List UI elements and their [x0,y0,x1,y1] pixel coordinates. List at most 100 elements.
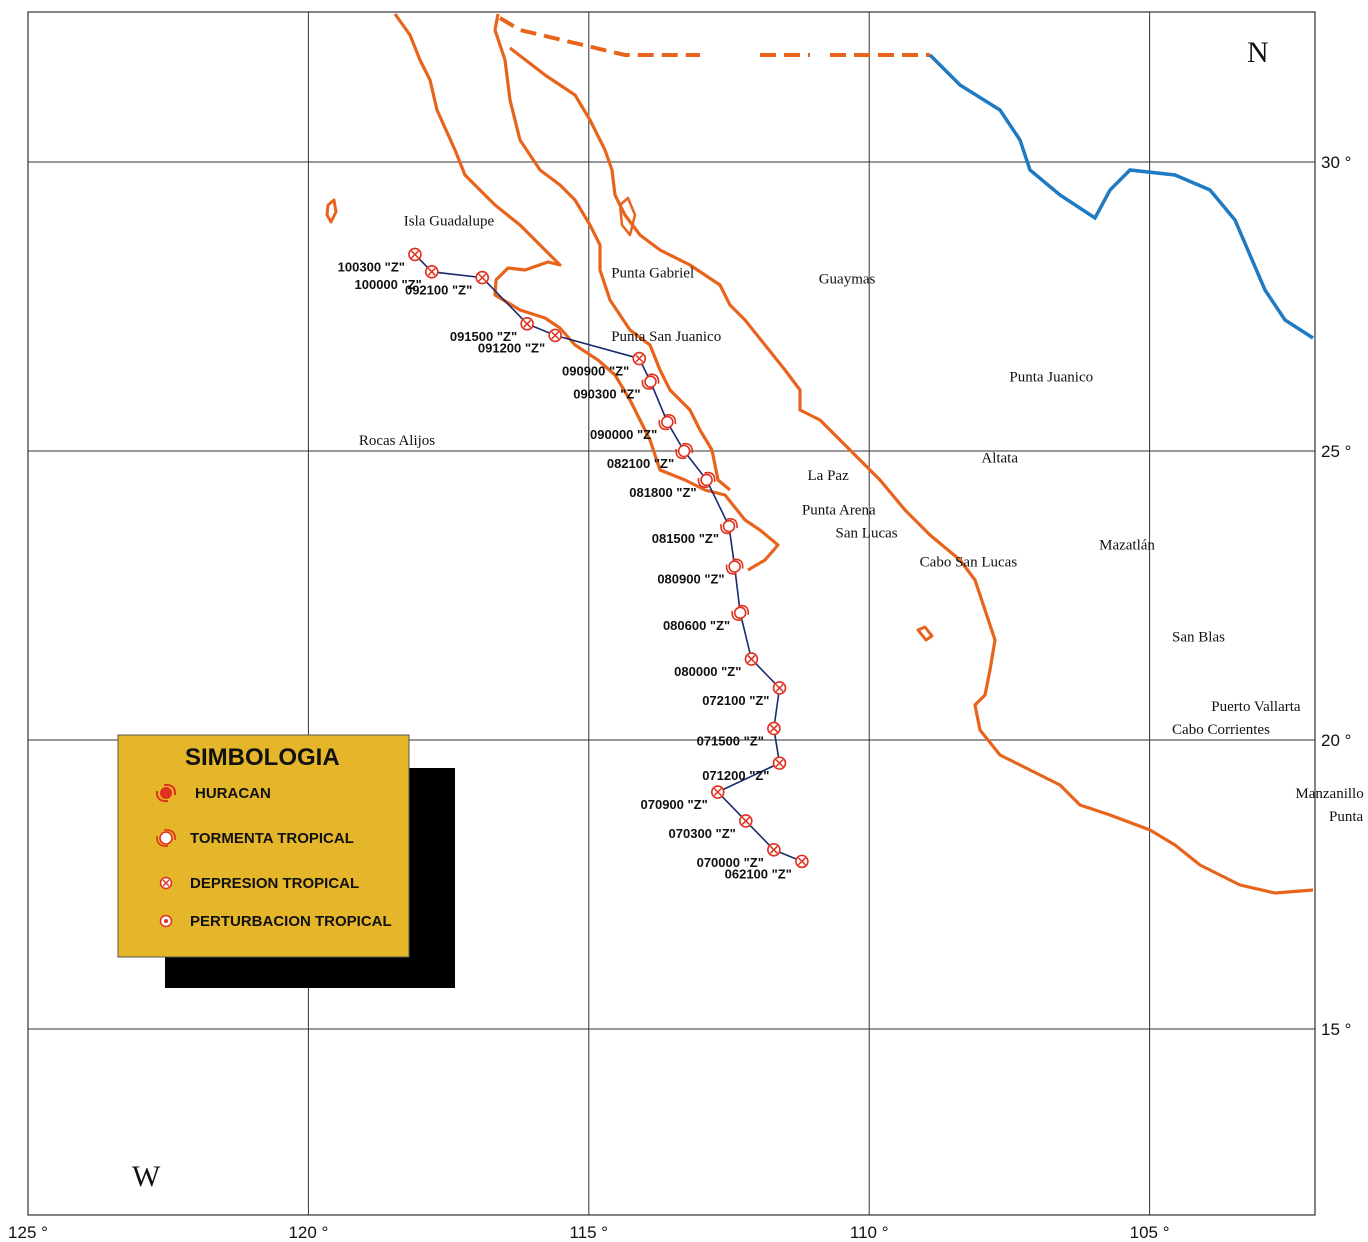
place-label: Cabo San Lucas [920,555,1018,571]
track-time-label: 100000 "Z" [355,277,422,292]
longitude-tick-label: 125 ° [8,1223,48,1242]
track-time-label: 071200 "Z" [702,768,769,783]
track-time-label: 070900 "Z" [641,797,708,812]
place-label: La Paz [808,468,850,484]
pacific-coast-baja [393,13,780,572]
longitude-tick-label: 120 ° [288,1223,328,1242]
us-mexico-border [928,53,1314,340]
isla-guadalupe-shape [325,198,338,224]
track-time-label: 091500 "Z" [450,329,517,344]
cross-mark [775,759,784,768]
latitude-tick-label: 15 ° [1321,1020,1351,1039]
place-label: San Lucas [836,526,898,542]
legend: SIMBOLOGIA HURACAN TORMENTA TROPICAL DEPRE… [117,734,455,988]
tropical-storm-icon [677,444,691,458]
small-island [916,625,934,642]
map-frame [27,11,1316,1216]
cross-mark [410,250,419,259]
place-label: Punta San Juanico [611,329,721,345]
track-time-label: 071500 "Z" [697,733,764,748]
place-label: Altata [981,451,1018,467]
cross-mark [797,857,806,866]
disturbance-dot [164,919,168,923]
latitude-tick-label: 20 ° [1321,731,1351,750]
place-label: Punta Juanico [1009,370,1093,386]
cross-mark [769,724,778,733]
tropical-storm-icon [733,606,747,620]
track-time-label: 080900 "Z" [657,572,724,587]
map-grid [27,11,1316,1216]
cross-mark [478,273,487,282]
track-time-label: 090000 "Z" [590,427,657,442]
place-label: Rocas Alijos [359,433,435,449]
cross-mark [741,816,750,825]
north-label: N [1247,36,1269,69]
tropical-storm-icon [661,415,674,429]
longitude-tick-label: 110 ° [850,1223,889,1242]
storm-arm [725,558,744,575]
longitude-tick-label: 105 ° [1130,1223,1170,1242]
latitude-tick-label: 25 ° [1321,442,1351,461]
cross-mark [769,845,778,854]
latitude-tick-label: 30 ° [1321,153,1351,172]
cross-mark [775,683,784,693]
track-time-label: 070300 "Z" [669,826,736,841]
track-time-label: 080600 "Z" [663,618,730,633]
track-time-label: 100300 "Z" [338,259,405,274]
storm-arm [658,414,677,431]
cross-mark [162,879,170,887]
longitude-tick-label: 115 ° [569,1223,608,1242]
cross-mark [747,655,756,664]
track-time-label: 081800 "Z" [629,485,696,500]
storm-arm [697,471,716,488]
legend-item-label: DEPRESION TROPICAL [190,875,359,892]
tropical-storm-icon [728,560,741,573]
track-time-label: 091200 "Z" [478,340,545,355]
track-time-label: 090300 "Z" [573,387,640,402]
hurricane-arm [155,783,177,803]
place-label: Cabo Corrientes [1172,722,1270,738]
place-labels: Isla Guadalupe Punta Gabriel Guaymas Punta … [359,214,1368,825]
cross-mark [713,787,722,797]
coastline-layer [325,13,1314,895]
track-time-label: 070000 "Z" [697,855,764,870]
track-time-label: 081500 "Z" [652,531,719,546]
border-dashed [498,16,930,57]
tropical-storm-icon [159,831,173,845]
cross-mark [635,354,644,363]
cross-mark [551,331,560,340]
place-label: Punta Arena [802,503,876,519]
place-label: Mazatlán [1099,537,1155,553]
track-time-label: 090900 "Z" [562,364,629,379]
track-time-label: 072100 "Z" [702,693,769,708]
hurricane-icon [160,787,172,799]
place-label: Manzanillo [1295,786,1363,802]
storm-arm [720,518,738,535]
tropical-storm-icon [722,519,736,533]
place-label: Isla Guadalupe [404,214,495,230]
legend-item-label: TORMENTA TROPICAL [190,830,354,847]
legend-items: HURACAN TORMENTA TROPICAL DEPRESION TROPIC… [155,783,392,930]
legend-item-label: PERTURBACION TROPICAL [190,913,392,930]
track-time-label: 080000 "Z" [674,664,741,679]
legend-title: SIMBOLOGIA [185,744,340,771]
track-time-label: 082100 "Z" [607,456,674,471]
place-label: San Blas [1172,630,1225,646]
west-label: W [132,1160,161,1193]
legend-item-label: HURACAN [195,785,271,802]
storm-arm [641,373,660,390]
storm-track-layer: 062100 "Z"070000 "Z" 070300 "Z" 070900 "Z"… [338,247,809,881]
axis-labels: 125 ° 120 ° 115 ° 110 ° 105 ° 30 ° 25 ° 20 ° 15 … [8,153,1351,1242]
place-label: Punta Gabriel [611,266,694,282]
storm-arm [156,829,176,847]
gulf-island-1 [618,196,637,237]
track-time-label: 062100 "Z" [725,866,792,881]
track-time-label: 092100 "Z" [405,283,472,298]
cross-mark [427,267,436,276]
place-label: Puerto Vallarta [1211,699,1301,715]
tropical-storm-icon [644,375,657,388]
place-label: Punta San Telmo [1329,809,1368,825]
mainland-coast [509,46,1314,895]
storm-arm [731,604,750,621]
